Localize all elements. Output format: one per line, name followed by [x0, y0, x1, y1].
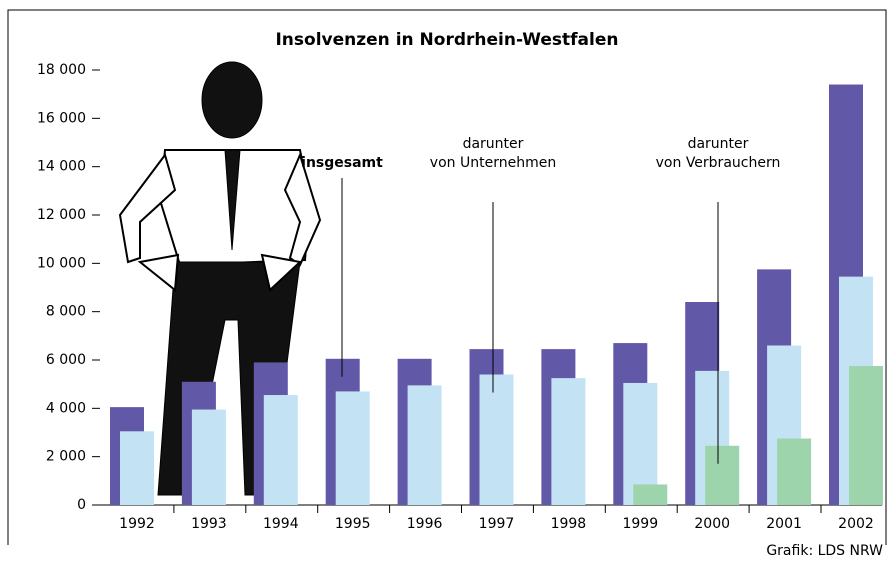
bar: [479, 374, 514, 505]
bar: [705, 445, 740, 505]
x-tick-label: 2000: [694, 516, 730, 532]
x-tick-label: 1993: [191, 516, 227, 532]
bar: [777, 438, 812, 505]
bar: [263, 395, 298, 505]
legend-label: darunter von Unternehmen: [429, 136, 557, 171]
y-tick-label: 12 000: [37, 207, 86, 223]
x-tick-label: 1997: [479, 516, 515, 532]
legend-label: insgesamt: [301, 155, 383, 171]
bar: [407, 385, 442, 505]
y-tick-label: 18 000: [37, 62, 86, 78]
bar: [633, 484, 668, 505]
bars: [110, 84, 883, 505]
y-tick-label: 14 000: [37, 159, 86, 175]
x-tick-label: 1996: [407, 516, 443, 532]
x-tick-label: 1998: [551, 516, 587, 532]
y-tick-label: 0: [77, 497, 86, 513]
y-tick-label: 8 000: [46, 304, 86, 320]
x-tick-label: 2002: [838, 516, 874, 532]
bar: [551, 378, 586, 505]
x-tick-label: 1995: [335, 516, 371, 532]
y-tick-label: 10 000: [37, 255, 86, 271]
chart-title: Insolvenzen in Nordrhein-Westfalen: [275, 30, 618, 50]
x-tick-label: 2001: [766, 516, 802, 532]
y-tick-label: 6 000: [46, 352, 86, 368]
x-tick-label: 1999: [622, 516, 658, 532]
bar: [849, 366, 883, 505]
y-tick-label: 2 000: [46, 449, 86, 465]
legend-label: darunter von Verbrauchern: [655, 136, 781, 171]
x-tick-label: 1994: [263, 516, 299, 532]
y-tick-label: 16 000: [37, 110, 86, 126]
bar: [120, 431, 154, 505]
source: Grafik: LDS NRW: [766, 543, 883, 559]
y-tick-label: 4 000: [46, 400, 86, 416]
x-tick-label: 1992: [119, 516, 155, 532]
frame: [7, 9, 887, 545]
bar: [191, 409, 226, 505]
bar: [335, 391, 370, 505]
